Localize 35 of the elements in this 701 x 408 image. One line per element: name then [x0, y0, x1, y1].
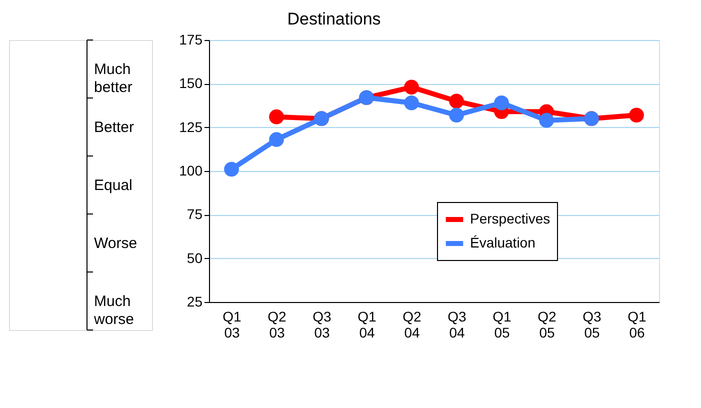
point [449, 108, 464, 123]
x-tick-label: Q1 03 [222, 308, 242, 340]
legend-label: Évaluation [470, 234, 536, 250]
text: Worse [94, 235, 138, 252]
x-tick-label: Q1 04 [358, 308, 377, 340]
x-tick-label: Q3 04 [448, 308, 467, 340]
y-tick-label: 150 [179, 75, 203, 92]
x-tick-label: Q3 03 [312, 308, 332, 340]
y-tick-label: 125 [179, 118, 203, 135]
y-tick-label: 50 [186, 250, 203, 266]
x-tick-label: Q2 04 [402, 308, 422, 340]
y-tick-label: 25 [186, 294, 203, 310]
point [269, 109, 284, 124]
point [224, 162, 239, 177]
y-tick-label: 75 [186, 206, 203, 222]
point [539, 112, 554, 128]
x-tick-label: Q2 03 [268, 308, 287, 340]
point [404, 95, 419, 110]
y-tick-label: 175 [179, 32, 203, 48]
legend-label: Perspectives [470, 210, 550, 226]
text: Equal [94, 177, 132, 194]
x-tick-label: Q1 06 [628, 308, 647, 340]
point [494, 95, 509, 110]
point [629, 108, 644, 123]
point [449, 94, 464, 109]
y-tick-label: 100 [179, 162, 203, 178]
point [404, 80, 419, 95]
text: Much worse [93, 293, 134, 328]
point [269, 132, 284, 147]
chart-title: Destinations [287, 10, 381, 28]
text: Better [94, 119, 134, 136]
x-tick-label: Q2 05 [538, 308, 557, 340]
x-tick-label: Q3 05 [582, 308, 602, 340]
x-tick-label: Q1 05 [492, 308, 512, 340]
text: Much better [94, 61, 132, 96]
